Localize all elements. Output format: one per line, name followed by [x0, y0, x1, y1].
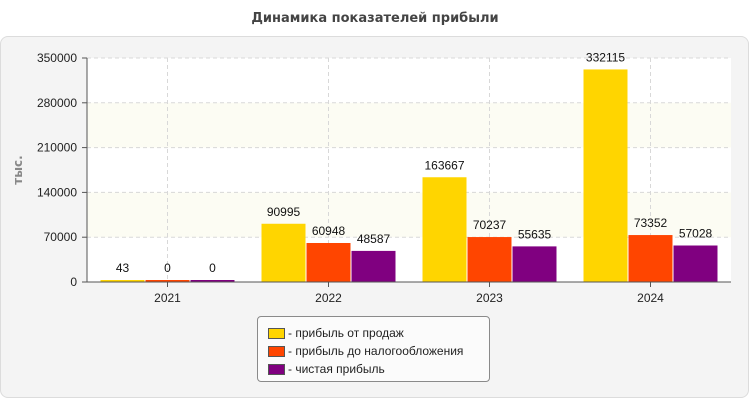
y-axis-label: тыс.: [11, 155, 25, 184]
x-tick-label: 2021: [154, 291, 181, 305]
bar-data-label: 43: [116, 261, 130, 275]
x-tick-label: 2024: [637, 291, 664, 305]
bar: [190, 280, 235, 282]
bar-data-label: 57028: [679, 227, 713, 241]
legend-swatch: [268, 345, 285, 357]
bar-data-label: 163667: [424, 158, 464, 172]
legend-swatch: [268, 363, 285, 375]
legend-item: - чистая прибыль: [268, 360, 489, 378]
legend-item: - прибыль до налогообложения: [268, 342, 489, 360]
bar: [512, 246, 557, 282]
bar: [628, 235, 673, 282]
grid-band: [87, 192, 731, 238]
legend-item: - прибыль от продаж: [268, 324, 489, 342]
y-tick-label: 210000: [37, 141, 77, 155]
bar: [306, 242, 351, 282]
bar: [422, 177, 467, 282]
bar-data-label: 0: [209, 261, 216, 275]
bar: [145, 280, 190, 282]
chart-title: Динамика показателей прибыли: [251, 11, 499, 26]
bar-data-label: 332115: [586, 50, 625, 64]
legend-label: - чистая прибыль: [288, 362, 385, 376]
bar-data-label: 90995: [267, 205, 301, 219]
grid-band: [87, 102, 731, 148]
y-tick-label: 280000: [37, 96, 77, 110]
bar-data-label: 0: [164, 261, 171, 275]
bar-data-label: 48587: [357, 232, 391, 246]
bar: [467, 237, 512, 282]
y-tick-label: 350000: [37, 51, 77, 65]
legend-label: - прибыль до налогообложения: [288, 344, 464, 358]
bar-data-label: 60948: [312, 224, 346, 238]
bar: [351, 250, 396, 282]
bar-data-label: 70237: [473, 218, 507, 232]
legend-swatch: [268, 327, 285, 339]
y-tick-label: 70000: [44, 230, 78, 244]
chart-legend: - прибыль от продаж - прибыль до налогооб…: [257, 316, 490, 382]
bar: [261, 223, 306, 282]
y-tick-label: 0: [70, 275, 77, 289]
bar: [673, 245, 718, 282]
bar: [100, 280, 145, 282]
bar: [583, 69, 628, 282]
x-tick-label: 2022: [315, 291, 342, 305]
bar-data-label: 55635: [518, 227, 552, 241]
y-tick-label: 140000: [37, 185, 77, 199]
bar-data-label: 73352: [634, 216, 668, 230]
legend-label: - прибыль от продаж: [288, 326, 404, 340]
x-tick-label: 2023: [476, 291, 503, 305]
